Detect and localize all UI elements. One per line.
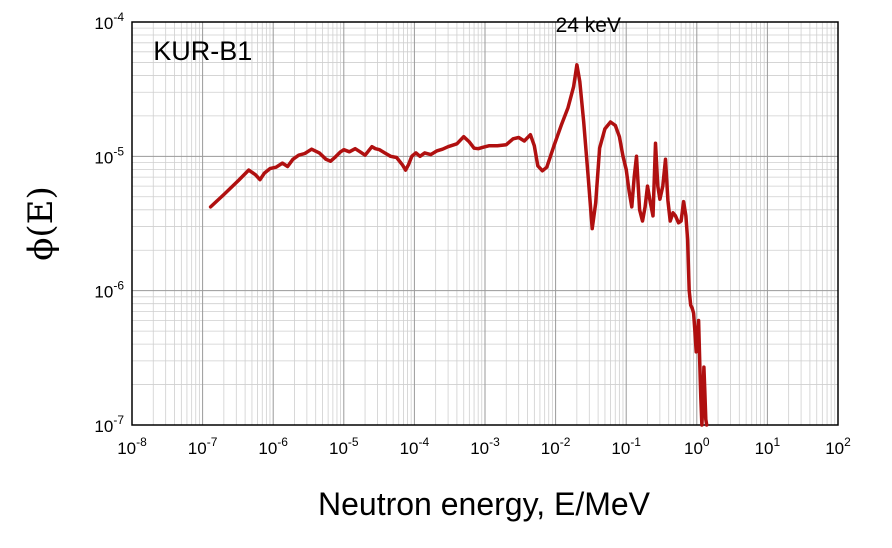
y-tick-label: 10-5 [94,144,124,167]
y-tick-label: 10-7 [94,413,124,436]
x-axis-tick-labels: 10-8 10-7 10-6 10-5 10-4 10-3 10-2 10-1 100 101 10… [117,435,851,458]
x-tick-label: 10-1 [611,435,641,458]
annotations: KUR-B1 24 keV [153,14,621,66]
x-tick-label: 102 [825,435,851,458]
x-tick-label: 10-6 [258,435,288,458]
chart-annotation: KUR-B1 [153,36,252,66]
x-tick-label: 10-5 [329,435,359,458]
grid-major [132,22,838,425]
x-tick-label: 10-8 [117,435,147,458]
y-axis-tick-labels: 10-7 10-6 10-5 10-4 [94,10,124,436]
x-tick-label: 10-3 [470,435,500,458]
y-axis-label: ϕ(E) [21,186,61,261]
x-axis-label: Neutron energy, E/MeV [318,486,651,522]
y-tick-label: 10-6 [94,279,124,302]
y-tick-label: 10-4 [94,10,124,33]
x-tick-label: 10-7 [188,435,218,458]
x-tick-label: 100 [684,435,710,458]
x-tick-label: 101 [755,435,781,458]
x-tick-label: 10-2 [541,435,571,458]
chart-annotation: 24 keV [556,14,621,37]
x-tick-label: 10-4 [400,435,430,458]
plot-area-frame [131,21,839,426]
series-line [208,63,709,427]
